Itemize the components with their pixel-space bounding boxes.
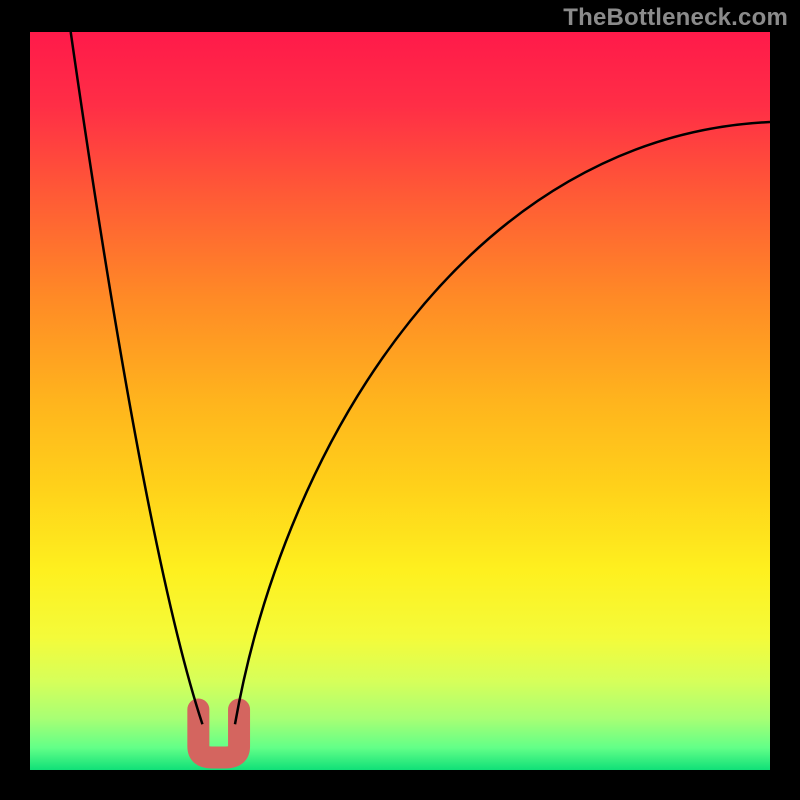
plot-area [30, 32, 770, 770]
bottleneck-curve-svg [30, 32, 770, 770]
chart-frame: TheBottleneck.com [0, 0, 800, 800]
watermark-text: TheBottleneck.com [563, 4, 788, 32]
